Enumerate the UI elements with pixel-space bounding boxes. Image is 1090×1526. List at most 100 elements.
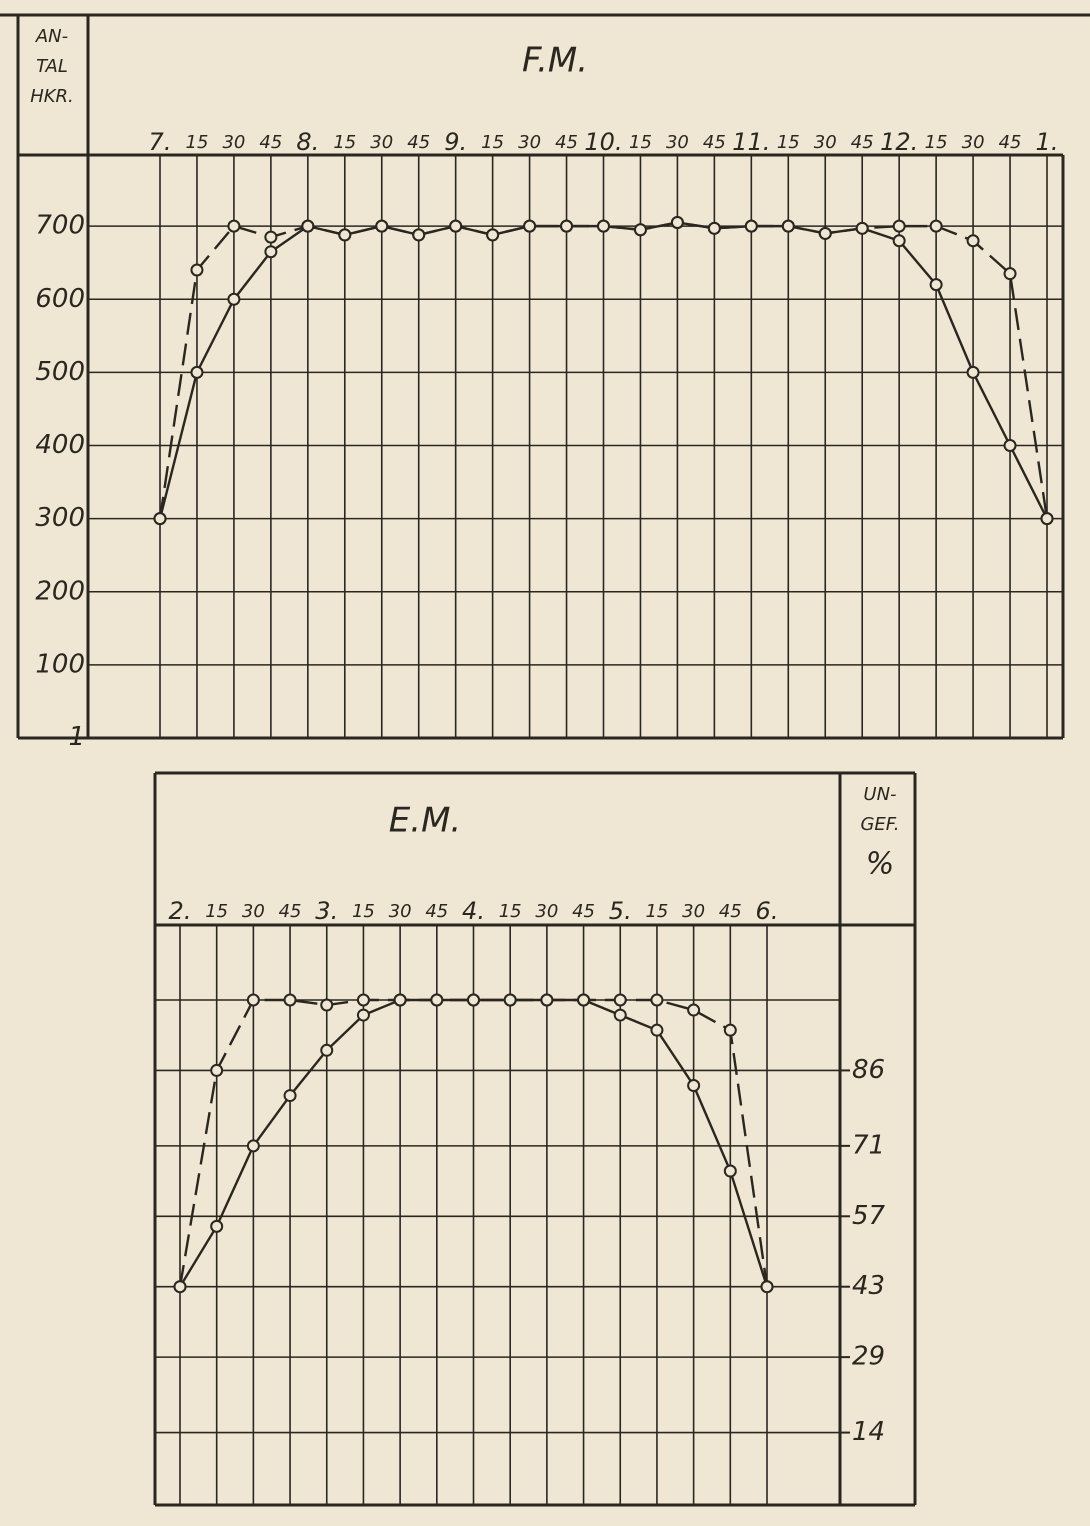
data-point: [320, 998, 334, 1012]
x-tick-label: 30: [535, 901, 558, 922]
y-tick-label: 71: [852, 1130, 885, 1160]
y-axis-label: %: [866, 847, 895, 882]
y-tick-label: 57: [852, 1201, 886, 1231]
data-point: [301, 219, 315, 233]
data-point: [892, 219, 906, 233]
data-point: [227, 219, 241, 233]
x-tick-label: 4.: [462, 897, 485, 925]
data-point: [503, 993, 517, 1007]
data-point: [449, 219, 463, 233]
data-point: [283, 1089, 297, 1103]
y-tick-label: 600: [35, 284, 85, 314]
y-axis-label: GEF.: [860, 814, 899, 835]
x-tick-label: 45: [703, 132, 726, 153]
x-tick-label: 15: [645, 901, 668, 922]
data-point: [707, 221, 721, 235]
series-line: [178, 998, 769, 1287]
x-tick-label: 10.: [584, 128, 622, 156]
x-tick-label: 15: [205, 901, 228, 922]
data-point: [613, 1008, 627, 1022]
data-point: [190, 263, 204, 277]
x-tick-label: 12.: [880, 128, 918, 156]
data-point: [577, 993, 591, 1007]
x-tick-label: 45: [555, 132, 578, 153]
y-tick-label: 700: [35, 211, 85, 241]
x-tick-label: 15: [333, 132, 356, 153]
data-point: [430, 993, 444, 1007]
x-tick-label: 45: [279, 901, 302, 922]
data-point: [929, 278, 943, 292]
x-tick-label: 2.: [169, 897, 192, 925]
x-tick-label: 30: [242, 901, 265, 922]
data-point: [210, 1219, 224, 1233]
data-point: [633, 223, 647, 237]
y-tick-label: 29: [852, 1342, 885, 1372]
x-tick-label: 30: [370, 132, 393, 153]
y-axis-label: TAL: [36, 56, 68, 77]
x-tick-label: 30: [814, 132, 837, 153]
data-point: [540, 993, 554, 1007]
x-tick-label: 15: [777, 132, 800, 153]
data-point: [264, 245, 278, 259]
x-tick-label: 15: [481, 132, 504, 153]
y-tick-label: 14: [852, 1417, 885, 1447]
x-tick-label: 11.: [732, 128, 770, 156]
data-point: [210, 1063, 224, 1077]
x-tick-label: 30: [518, 132, 541, 153]
y-tick-label: 43: [852, 1271, 885, 1301]
x-tick-label: 7.: [149, 128, 172, 156]
data-point: [467, 993, 480, 1007]
data-point: [227, 292, 241, 306]
x-tick-label: 15: [925, 132, 948, 153]
data-point: [597, 219, 610, 233]
y-axis-label: AN-: [35, 26, 68, 47]
data-point: [966, 234, 980, 248]
y-axis-label: UN-: [863, 784, 896, 805]
data-point: [929, 219, 943, 233]
data-point: [393, 993, 407, 1007]
data-point: [781, 219, 795, 233]
x-tick-label: 45: [407, 132, 430, 153]
data-point: [1003, 267, 1017, 281]
chart-title: E.M.: [389, 801, 461, 841]
y-tick-label: 86: [852, 1055, 885, 1085]
data-point: [560, 219, 574, 233]
y-axis-label: HKR.: [30, 86, 74, 107]
x-tick-label: 30: [962, 132, 985, 153]
x-tick-label: 45: [259, 132, 282, 153]
x-tick-label: 1.: [1036, 128, 1059, 156]
x-tick-label: 8.: [296, 128, 319, 156]
data-point: [650, 993, 664, 1007]
y-tick-label: 500: [35, 357, 85, 387]
y-tick-label: 300: [35, 503, 85, 533]
data-point: [246, 993, 260, 1007]
data-point: [687, 1003, 701, 1017]
data-point: [338, 228, 352, 242]
data-point: [855, 221, 869, 235]
x-tick-label: 45: [425, 901, 448, 922]
x-tick-label: 30: [666, 132, 689, 153]
data-point: [320, 1043, 334, 1057]
x-tick-label: 15: [499, 901, 522, 922]
data-point: [613, 993, 627, 1007]
data-point: [246, 1139, 260, 1153]
data-point: [744, 219, 758, 233]
data-point: [818, 226, 832, 240]
data-point: [1003, 439, 1017, 452]
data-point: [892, 234, 906, 248]
data-point: [283, 993, 297, 1007]
data-point: [687, 1079, 701, 1093]
data-point: [1040, 512, 1054, 526]
x-tick-label: 30: [222, 132, 245, 153]
data-point: [412, 228, 426, 242]
x-tick-label: 15: [629, 132, 652, 153]
data-point: [760, 1280, 774, 1294]
data-point: [650, 1023, 664, 1037]
y-tick-label: 200: [35, 576, 85, 606]
x-tick-label: 30: [682, 901, 705, 922]
data-point: [190, 365, 204, 379]
data-point: [523, 219, 537, 233]
data-point: [375, 219, 389, 233]
